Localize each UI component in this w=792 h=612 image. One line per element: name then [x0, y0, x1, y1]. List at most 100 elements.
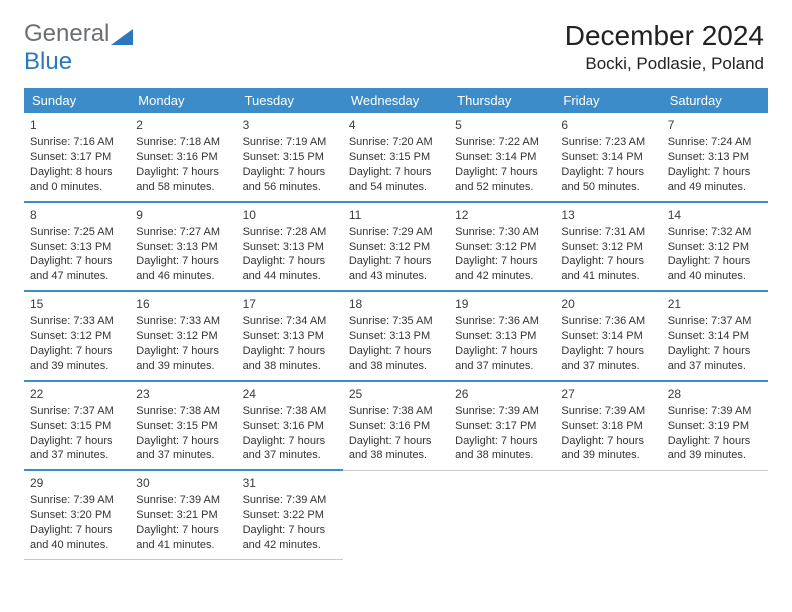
daylight-line-1: Daylight: 7 hours [243, 344, 337, 359]
sunrise-line: Sunrise: 7:16 AM [30, 135, 124, 150]
day-cell: 26Sunrise: 7:39 AMSunset: 3:17 PMDayligh… [449, 381, 555, 471]
sunrise-line: Sunrise: 7:38 AM [349, 404, 443, 419]
daylight-line-2: and 42 minutes. [243, 538, 337, 553]
day-number: 25 [349, 386, 443, 402]
daylight-line-2: and 38 minutes. [243, 359, 337, 374]
week-row: 22Sunrise: 7:37 AMSunset: 3:15 PMDayligh… [24, 381, 768, 471]
daylight-line-2: and 42 minutes. [455, 269, 549, 284]
daylight-line-1: Daylight: 7 hours [349, 344, 443, 359]
day-number: 3 [243, 117, 337, 133]
daylight-line-1: Daylight: 7 hours [561, 254, 655, 269]
sunset-line: Sunset: 3:17 PM [455, 419, 549, 434]
sunrise-line: Sunrise: 7:25 AM [30, 225, 124, 240]
day-number: 7 [668, 117, 762, 133]
sunrise-line: Sunrise: 7:32 AM [668, 225, 762, 240]
sunrise-line: Sunrise: 7:22 AM [455, 135, 549, 150]
daylight-line-2: and 40 minutes. [30, 538, 124, 553]
sunset-line: Sunset: 3:15 PM [136, 419, 230, 434]
day-cell [662, 470, 768, 559]
day-number: 27 [561, 386, 655, 402]
day-cell: 2Sunrise: 7:18 AMSunset: 3:16 PMDaylight… [130, 113, 236, 202]
daylight-line-2: and 54 minutes. [349, 180, 443, 195]
sunset-line: Sunset: 3:14 PM [455, 150, 549, 165]
week-row: 1Sunrise: 7:16 AMSunset: 3:17 PMDaylight… [24, 113, 768, 202]
sunset-line: Sunset: 3:20 PM [30, 508, 124, 523]
daylight-line-1: Daylight: 7 hours [30, 254, 124, 269]
calendar-table: SundayMondayTuesdayWednesdayThursdayFrid… [24, 88, 768, 560]
day-number: 16 [136, 296, 230, 312]
day-cell: 6Sunrise: 7:23 AMSunset: 3:14 PMDaylight… [555, 113, 661, 202]
daylight-line-2: and 39 minutes. [136, 359, 230, 374]
daylight-line-2: and 49 minutes. [668, 180, 762, 195]
daylight-line-2: and 52 minutes. [455, 180, 549, 195]
sunset-line: Sunset: 3:12 PM [561, 240, 655, 255]
sunset-line: Sunset: 3:13 PM [243, 240, 337, 255]
sunrise-line: Sunrise: 7:19 AM [243, 135, 337, 150]
daylight-line-1: Daylight: 7 hours [668, 344, 762, 359]
sunrise-line: Sunrise: 7:29 AM [349, 225, 443, 240]
sunset-line: Sunset: 3:13 PM [668, 150, 762, 165]
daylight-line-2: and 38 minutes. [349, 448, 443, 463]
sunset-line: Sunset: 3:15 PM [349, 150, 443, 165]
daylight-line-1: Daylight: 7 hours [30, 523, 124, 538]
sunset-line: Sunset: 3:22 PM [243, 508, 337, 523]
month-title: December 2024 [565, 20, 764, 52]
sunrise-line: Sunrise: 7:34 AM [243, 314, 337, 329]
day-number: 20 [561, 296, 655, 312]
daylight-line-2: and 47 minutes. [30, 269, 124, 284]
week-row: 8Sunrise: 7:25 AMSunset: 3:13 PMDaylight… [24, 202, 768, 292]
daylight-line-2: and 39 minutes. [561, 448, 655, 463]
day-of-week-header: Friday [555, 88, 661, 113]
daylight-line-2: and 37 minutes. [455, 359, 549, 374]
day-cell: 10Sunrise: 7:28 AMSunset: 3:13 PMDayligh… [237, 202, 343, 292]
daylight-line-1: Daylight: 7 hours [243, 165, 337, 180]
sunset-line: Sunset: 3:12 PM [668, 240, 762, 255]
daylight-line-1: Daylight: 7 hours [243, 254, 337, 269]
day-number: 6 [561, 117, 655, 133]
day-cell: 17Sunrise: 7:34 AMSunset: 3:13 PMDayligh… [237, 291, 343, 381]
sunrise-line: Sunrise: 7:27 AM [136, 225, 230, 240]
daylight-line-2: and 37 minutes. [668, 359, 762, 374]
day-cell: 30Sunrise: 7:39 AMSunset: 3:21 PMDayligh… [130, 470, 236, 559]
sunrise-line: Sunrise: 7:38 AM [136, 404, 230, 419]
day-cell: 3Sunrise: 7:19 AMSunset: 3:15 PMDaylight… [237, 113, 343, 202]
daylight-line-2: and 41 minutes. [561, 269, 655, 284]
day-cell: 28Sunrise: 7:39 AMSunset: 3:19 PMDayligh… [662, 381, 768, 471]
sunrise-line: Sunrise: 7:36 AM [455, 314, 549, 329]
day-cell [555, 470, 661, 559]
daylight-line-1: Daylight: 7 hours [349, 434, 443, 449]
daylight-line-1: Daylight: 7 hours [561, 165, 655, 180]
day-cell [449, 470, 555, 559]
day-number: 8 [30, 207, 124, 223]
daylight-line-1: Daylight: 7 hours [349, 165, 443, 180]
day-cell: 4Sunrise: 7:20 AMSunset: 3:15 PMDaylight… [343, 113, 449, 202]
daylight-line-1: Daylight: 7 hours [136, 434, 230, 449]
daylight-line-1: Daylight: 7 hours [455, 344, 549, 359]
daylight-line-2: and 41 minutes. [136, 538, 230, 553]
sunrise-line: Sunrise: 7:24 AM [668, 135, 762, 150]
daylight-line-1: Daylight: 7 hours [136, 523, 230, 538]
logo-word1: General [24, 20, 109, 47]
day-number: 11 [349, 207, 443, 223]
sunrise-line: Sunrise: 7:31 AM [561, 225, 655, 240]
sunset-line: Sunset: 3:12 PM [30, 329, 124, 344]
sunset-line: Sunset: 3:13 PM [243, 329, 337, 344]
daylight-line-1: Daylight: 7 hours [136, 254, 230, 269]
day-cell: 5Sunrise: 7:22 AMSunset: 3:14 PMDaylight… [449, 113, 555, 202]
logo-triangle-icon [111, 27, 133, 47]
daylight-line-2: and 38 minutes. [455, 448, 549, 463]
day-cell: 20Sunrise: 7:36 AMSunset: 3:14 PMDayligh… [555, 291, 661, 381]
sunset-line: Sunset: 3:17 PM [30, 150, 124, 165]
sunrise-line: Sunrise: 7:37 AM [30, 404, 124, 419]
day-cell: 14Sunrise: 7:32 AMSunset: 3:12 PMDayligh… [662, 202, 768, 292]
daylight-line-1: Daylight: 7 hours [136, 165, 230, 180]
daylight-line-2: and 50 minutes. [561, 180, 655, 195]
day-number: 5 [455, 117, 549, 133]
week-row: 15Sunrise: 7:33 AMSunset: 3:12 PMDayligh… [24, 291, 768, 381]
sunset-line: Sunset: 3:14 PM [561, 150, 655, 165]
sunset-line: Sunset: 3:12 PM [136, 329, 230, 344]
day-cell: 22Sunrise: 7:37 AMSunset: 3:15 PMDayligh… [24, 381, 130, 471]
day-cell: 19Sunrise: 7:36 AMSunset: 3:13 PMDayligh… [449, 291, 555, 381]
daylight-line-2: and 37 minutes. [561, 359, 655, 374]
daylight-line-1: Daylight: 7 hours [668, 165, 762, 180]
